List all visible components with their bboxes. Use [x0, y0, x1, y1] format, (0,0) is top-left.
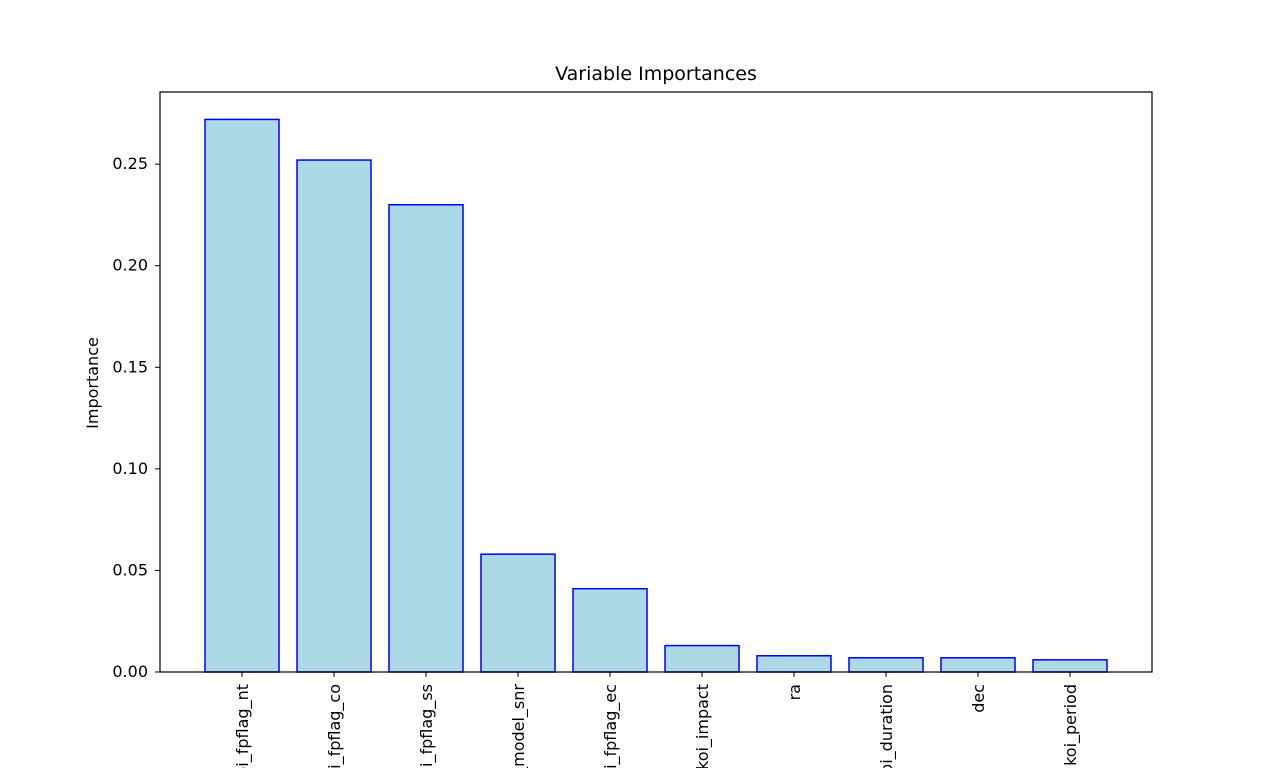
bars [204, 118, 1108, 673]
bar-koi_period [1032, 659, 1108, 673]
bar-koi_fpflag_co [296, 159, 372, 673]
x-tick-label: koi_model_snr [509, 684, 529, 768]
y-axis-label: Importance [83, 337, 102, 429]
x-tick-label: koi_fpflag_ec [601, 684, 621, 768]
x-tick-label: koi_period [1061, 684, 1081, 766]
bar-ra [756, 654, 832, 673]
bar-koi_fpflag_ss [388, 203, 464, 673]
x-tick-label: koi_fpflag_nt [233, 684, 253, 768]
plot-frame [159, 91, 1153, 673]
x-tick-label: koi_fpflag_ss [417, 684, 437, 768]
y-tick-label: 0.20 [112, 256, 148, 275]
y-tick-label: 0.00 [112, 662, 148, 681]
bar-koi_fpflag_nt [204, 118, 280, 673]
bar-dec [940, 657, 1016, 673]
y-tick-label: 0.10 [112, 459, 148, 478]
x-tick-label: koi_duration [877, 684, 897, 768]
bar-koi_fpflag_ec [572, 587, 648, 673]
x-axis: koi_fpflag_nt koi_fpflag_co koi_fpflag_ss k… [233, 672, 1081, 768]
y-axis: 0.00 0.05 0.10 0.15 0.20 0.25 [112, 154, 160, 681]
x-tick-label: ra [785, 684, 804, 700]
chart-title: Variable Importances [555, 63, 757, 85]
y-tick-label: 0.15 [112, 357, 148, 376]
x-tick-label: koi_impact [693, 684, 713, 768]
bar-koi_model_snr [480, 553, 556, 673]
y-tick-label: 0.05 [112, 560, 148, 579]
x-tick-label: koi_fpflag_co [325, 684, 345, 768]
y-tick-label: 0.25 [112, 154, 148, 173]
bar-koi_impact [664, 644, 740, 673]
bar-koi_duration [848, 657, 924, 673]
x-tick-label: dec [969, 684, 988, 713]
